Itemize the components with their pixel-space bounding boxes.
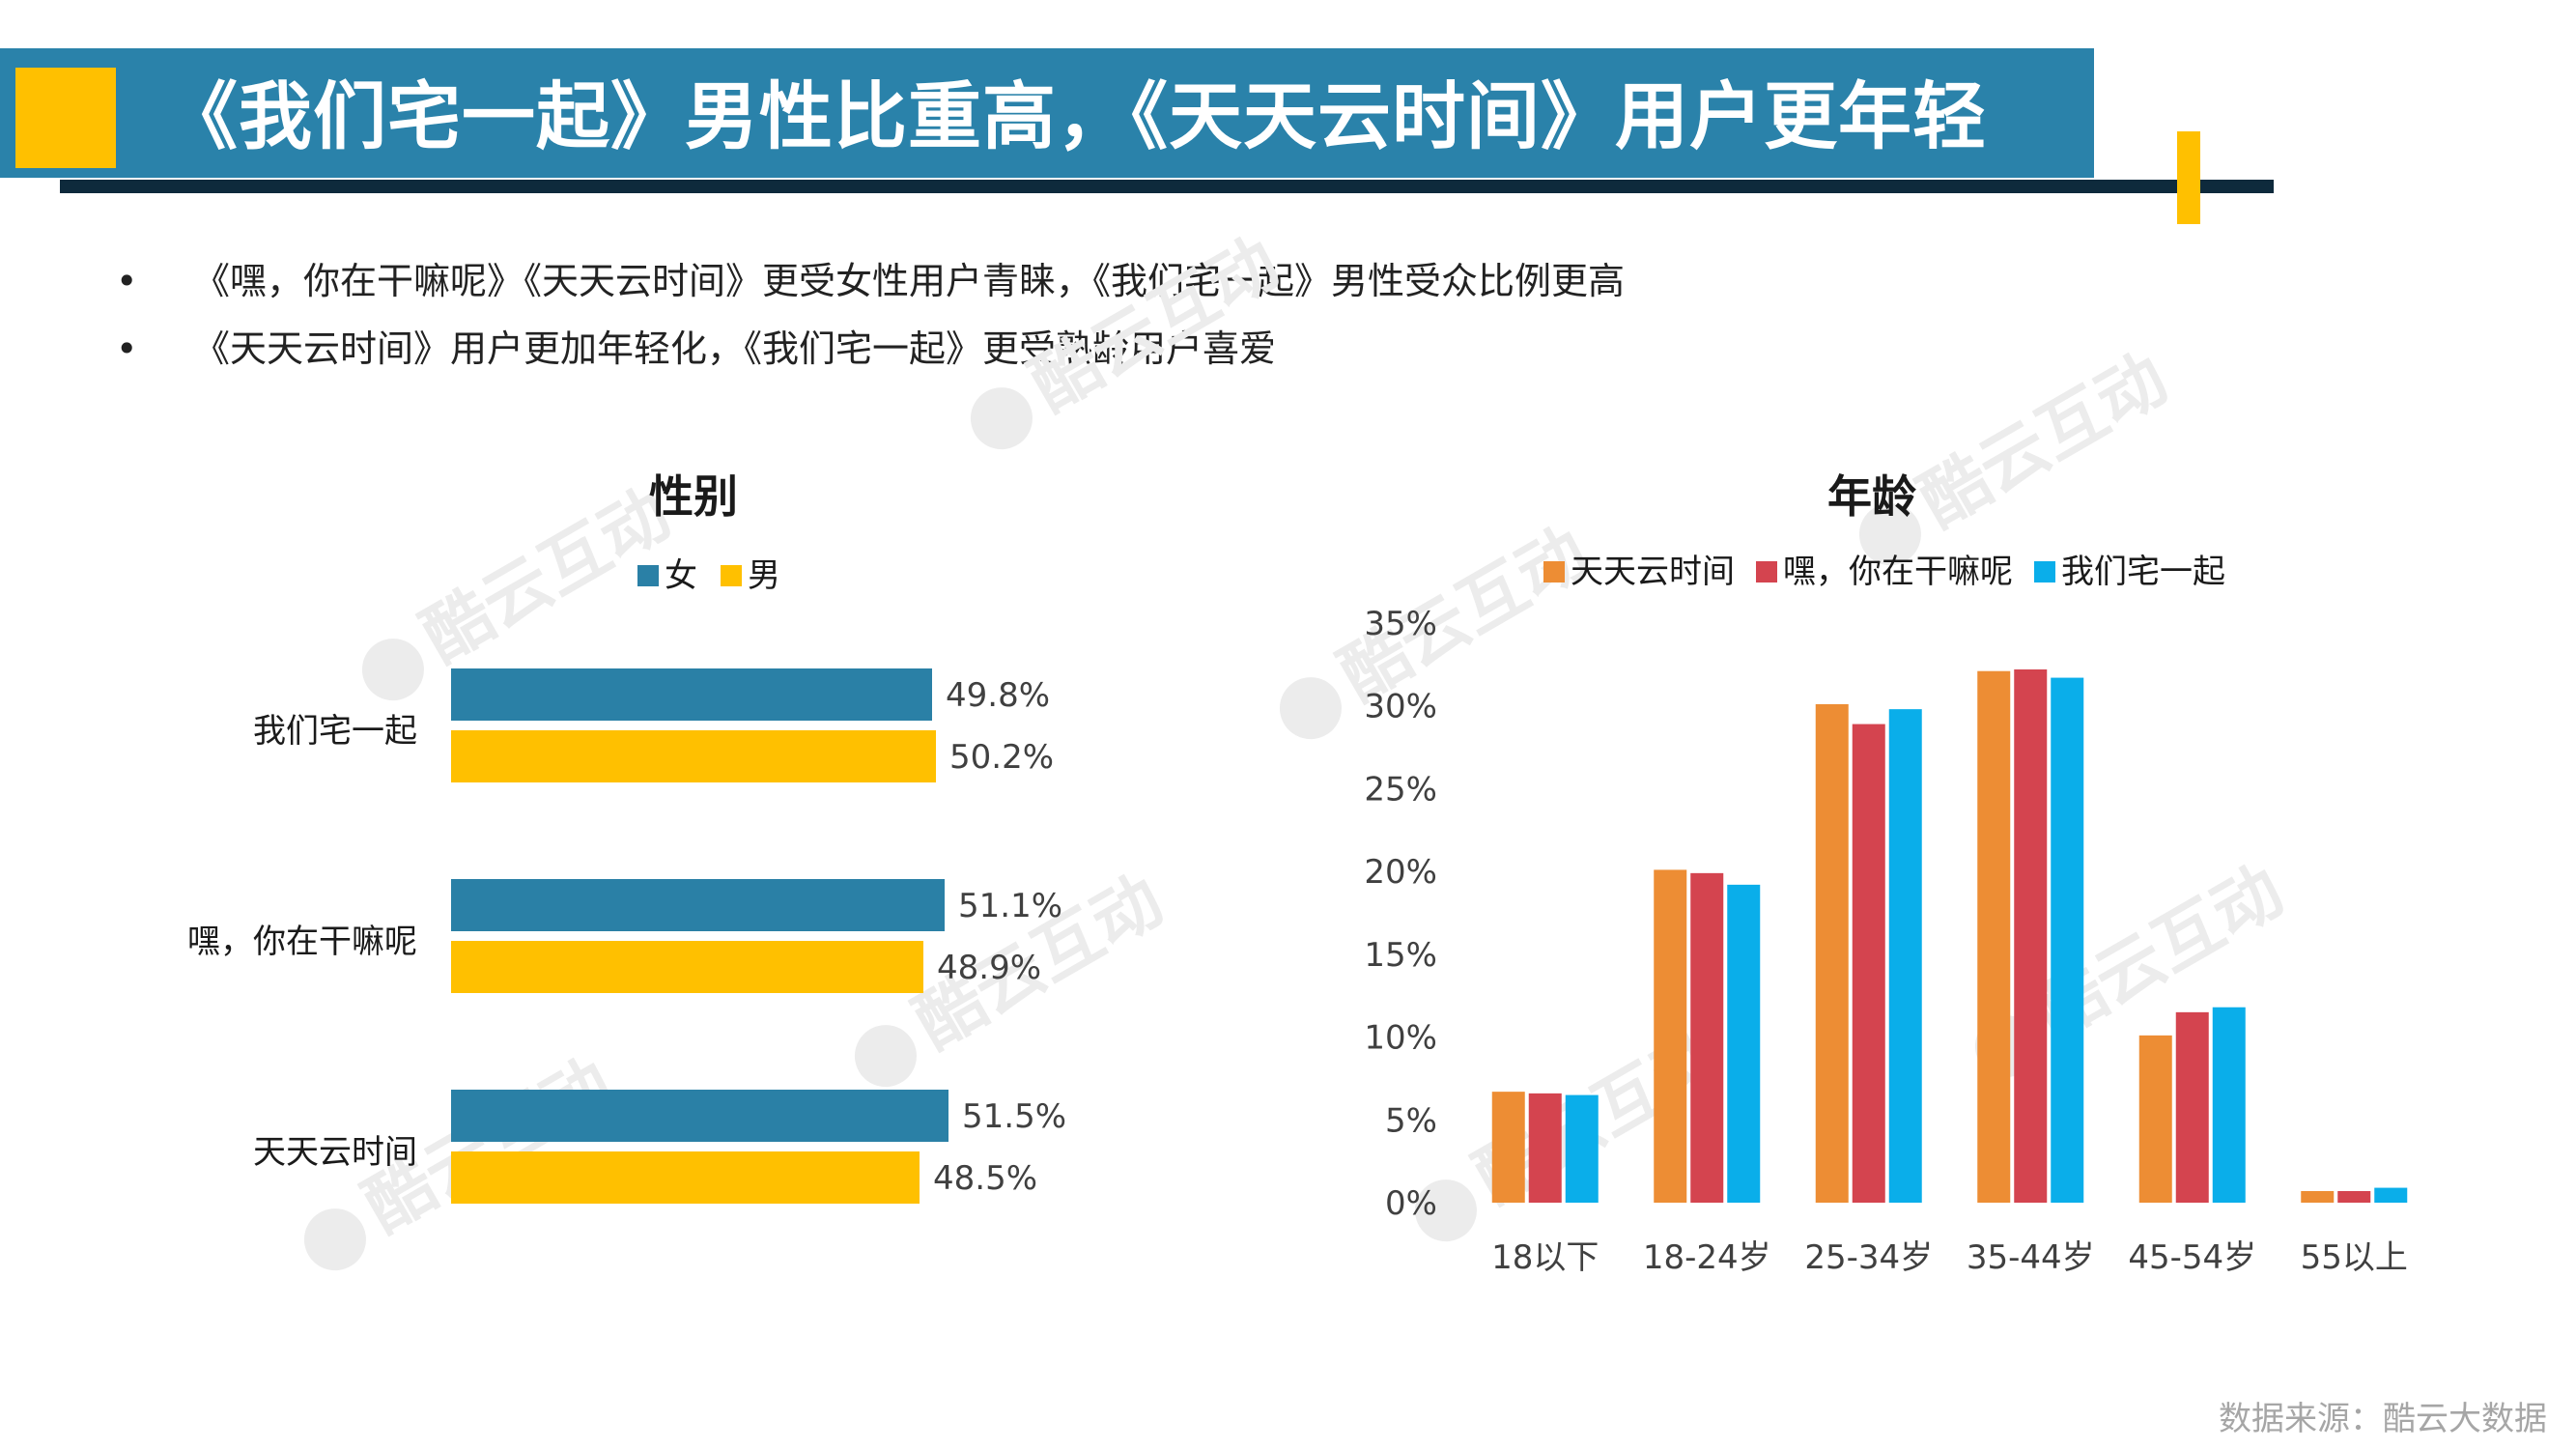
legend-swatch-0 <box>1543 561 1565 582</box>
legend-swatch-2 <box>2034 561 2055 582</box>
gender-category-label: 我们宅一起 <box>253 712 417 751</box>
age-bar <box>2301 1191 2335 1203</box>
gender-bar-female <box>451 668 932 721</box>
title-bar <box>0 48 2094 178</box>
age-category-label: 25-34岁 <box>1804 1238 1933 1277</box>
age-bar <box>2212 1007 2246 1203</box>
gender-bar-female <box>451 879 945 931</box>
gender-value-label: 49.8% <box>946 676 1050 715</box>
gender-bar-male <box>451 730 936 782</box>
age-bar <box>2014 669 2048 1203</box>
data-source-note: 数据来源：酷云大数据 <box>2219 1400 2547 1438</box>
gender-value-label: 51.1% <box>958 887 1062 925</box>
gender-legend: 女男 <box>637 556 780 595</box>
age-bar <box>2138 1035 2172 1203</box>
bullet-item: • 《嘿，你在干嘛呢》《天天云时间》更受女性用户青睐，《我们宅一起》男性受众比例更… <box>116 260 1626 302</box>
legend-swatch-1 <box>1756 561 1777 582</box>
legend-swatch-1 <box>721 565 742 586</box>
gender-value-label: 50.2% <box>949 738 1054 777</box>
gender-bars: 我们宅一起 49.8% 50.2% 嘿，你在干嘛呢 51.1% 48.9% 天天云时间 51.… <box>187 668 1066 1204</box>
age-bar <box>2374 1187 2408 1203</box>
bullet-list: • 《嘿，你在干嘛呢》《天天云时间》更受女性用户青睐，《我们宅一起》男性受众比例更… <box>116 247 1625 383</box>
gender-chart: 性别 女男 我们宅一起49.8%50.2%嘿，你在干嘛呢51.1%48.9%天天… <box>187 470 1066 1204</box>
legend-label-1: 男 <box>748 556 780 595</box>
age-y-tick: 25% <box>1364 770 1437 809</box>
legend-label-0: 天天云时间 <box>1571 553 1735 591</box>
age-axis: 0% 5% 10% 15% 20% 25% 30% 35% 18以下 18-24岁 25-34岁 35… <box>1364 605 2407 1277</box>
title-underline <box>60 180 2274 193</box>
age-y-tick: 30% <box>1364 688 1437 726</box>
age-category-label: 45-54岁 <box>2128 1238 2256 1277</box>
age-category-label: 55以上 <box>2301 1238 2408 1277</box>
gender-chart-title: 性别 <box>649 470 738 523</box>
age-chart: 年龄 天天云时间 嘿，你在干嘛呢 我们宅一起 0% 5% 10% 15% 20% 25% 30%… <box>1364 470 2407 1277</box>
gender-category-label: 天天云时间 <box>253 1133 417 1172</box>
gender-value-label: 48.9% <box>937 949 1041 987</box>
legend-swatch-0 <box>637 565 659 586</box>
title-accent-tick <box>2177 131 2200 224</box>
age-bar <box>1491 1092 1525 1203</box>
gender-value-label: 48.5% <box>933 1159 1037 1198</box>
age-bar <box>1977 670 2011 1203</box>
age-bar <box>1727 884 1761 1203</box>
age-y-tick: 10% <box>1364 1019 1437 1058</box>
age-bar <box>1690 872 1724 1203</box>
age-category-label: 35-44岁 <box>1967 1238 2095 1277</box>
age-y-tick: 35% <box>1364 605 1437 643</box>
legend-label-0: 女 <box>665 556 697 595</box>
age-y-tick: 5% <box>1385 1101 1437 1140</box>
bullet-text: 《天天云时间》用户更加年轻化，《我们宅一起》更受熟龄用户喜爱 <box>193 327 1277 370</box>
age-bar <box>1654 869 1687 1203</box>
age-legend: 天天云时间 嘿，你在干嘛呢 我们宅一起 <box>1543 553 2225 591</box>
age-y-tick: 20% <box>1364 853 1437 892</box>
age-bar <box>1528 1093 1562 1203</box>
age-bar <box>1565 1094 1599 1203</box>
age-bars <box>1491 669 2408 1203</box>
age-bar <box>2051 677 2084 1203</box>
age-category-label: 18以下 <box>1491 1238 1599 1277</box>
gender-category-label: 嘿，你在干嘛呢 <box>187 923 417 961</box>
age-y-tick: 15% <box>1364 936 1437 975</box>
legend-label-2: 我们宅一起 <box>2061 553 2225 591</box>
age-chart-title: 年龄 <box>1827 470 1916 523</box>
age-bar <box>1815 704 1849 1203</box>
gender-bar-female <box>451 1090 948 1142</box>
age-bar <box>1852 724 1885 1203</box>
age-category-label: 18-24岁 <box>1643 1238 1771 1277</box>
gender-bar-male <box>451 941 923 993</box>
age-bar <box>2175 1011 2209 1203</box>
age-y-tick: 0% <box>1385 1184 1437 1223</box>
gender-bar-male <box>451 1151 920 1204</box>
legend-label-1: 嘿，你在干嘛呢 <box>1783 553 2013 591</box>
age-bar <box>1888 709 1922 1203</box>
age-bar <box>2337 1191 2371 1203</box>
page-title: 《我们宅一起》男性比重高，《天天云时间》用户更年轻 <box>164 73 1987 159</box>
bullet-item: • 《天天云时间》用户更加年轻化，《我们宅一起》更受熟龄用户喜爱 <box>116 327 1277 370</box>
bullet-text: 《嘿，你在干嘛呢》《天天云时间》更受女性用户青睐，《我们宅一起》男性受众比例更高 <box>193 260 1626 302</box>
gender-value-label: 51.5% <box>962 1097 1066 1136</box>
title-accent-square <box>15 68 116 168</box>
